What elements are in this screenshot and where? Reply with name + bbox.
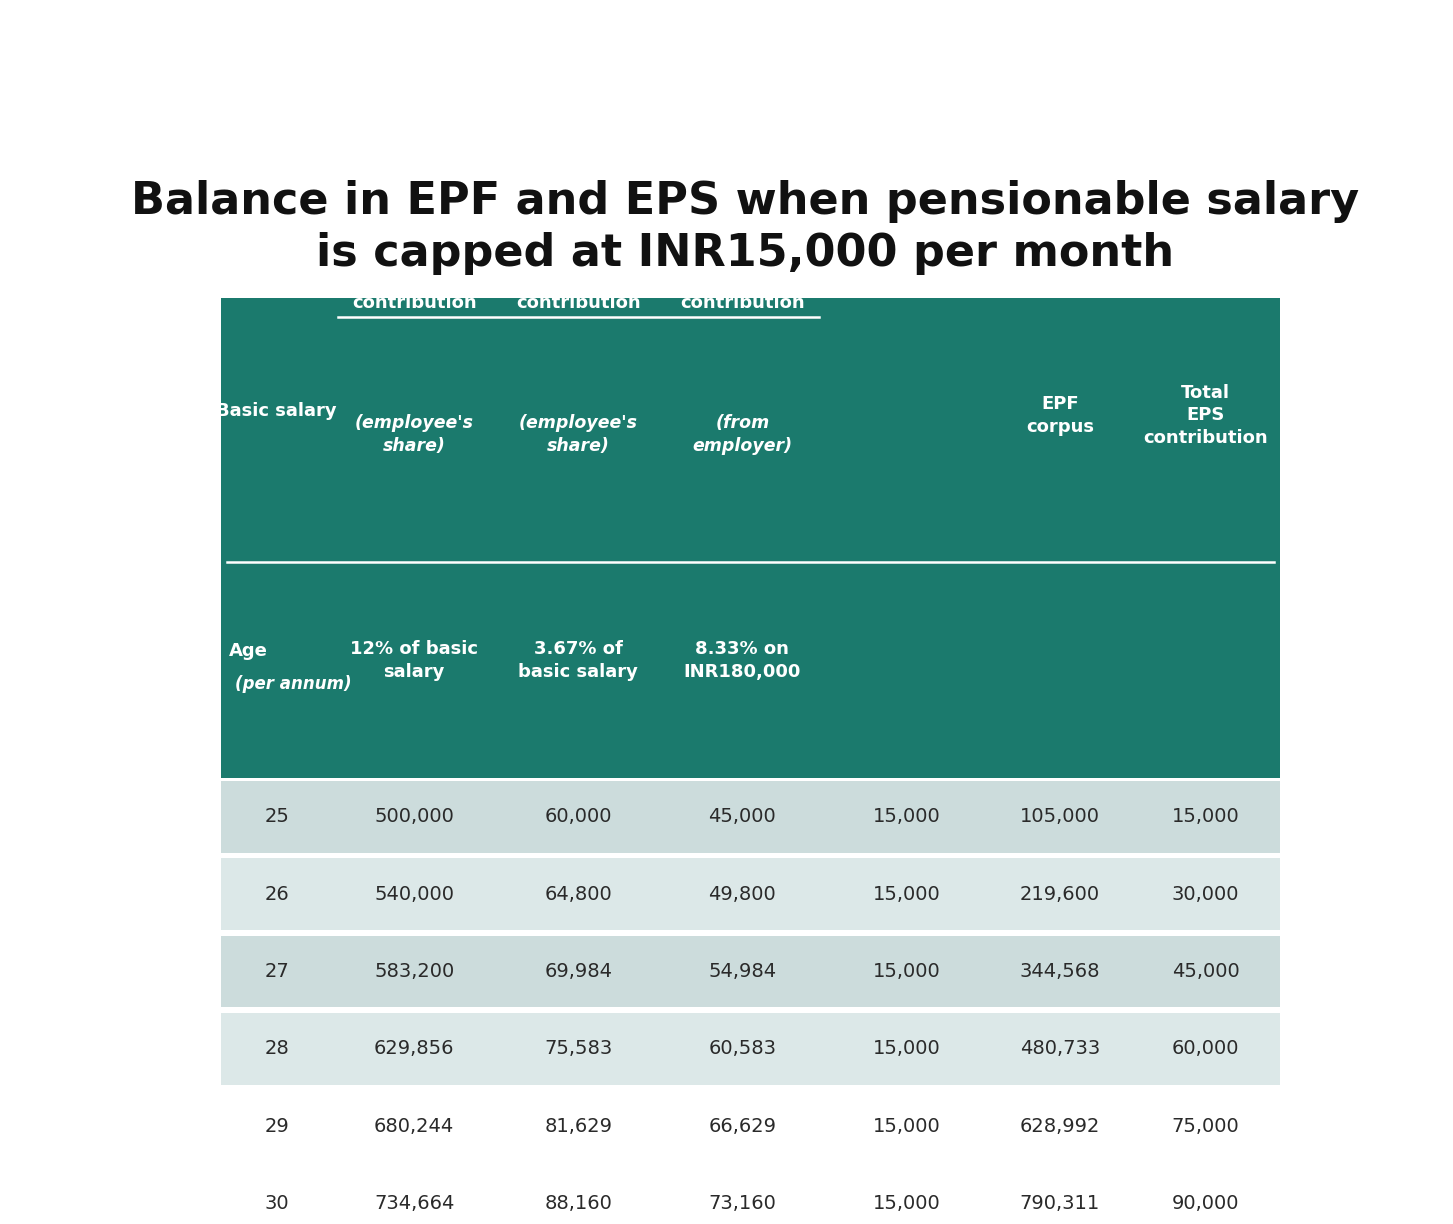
Text: 219,600: 219,600 [1020, 885, 1100, 903]
Text: 66,629: 66,629 [709, 1116, 776, 1136]
Text: EPF
corpus: EPF corpus [1026, 395, 1094, 436]
Text: 64,800: 64,800 [545, 885, 612, 903]
Text: 583,200: 583,200 [373, 962, 455, 982]
Text: 734,664: 734,664 [373, 1193, 455, 1213]
Text: EPF
contribution: EPF contribution [352, 271, 477, 312]
Text: 27: 27 [264, 962, 289, 982]
Text: (employee's
share): (employee's share) [355, 414, 474, 455]
Bar [221, 935, 1280, 1007]
Text: 500,000: 500,000 [375, 808, 455, 826]
Text: 45,000: 45,000 [1171, 962, 1239, 982]
Text: 26: 26 [264, 885, 289, 903]
Text: 75,583: 75,583 [545, 1039, 612, 1059]
Bar [221, 1091, 1280, 1162]
Text: 680,244: 680,244 [373, 1116, 455, 1136]
Text: 60,000: 60,000 [545, 808, 612, 826]
Text: Balance in EPF and EPS when pensionable salary: Balance in EPF and EPS when pensionable … [131, 180, 1359, 223]
Text: 69,984: 69,984 [545, 962, 612, 982]
Text: 88,160: 88,160 [545, 1193, 612, 1213]
Text: 30,000: 30,000 [1171, 885, 1239, 903]
Text: 540,000: 540,000 [375, 885, 455, 903]
Bar [221, 1168, 1280, 1224]
Text: 3.67% of
basic salary: 3.67% of basic salary [519, 640, 638, 681]
Text: 15,000: 15,000 [1171, 808, 1239, 826]
Text: 15,000: 15,000 [873, 1193, 940, 1213]
Text: 81,629: 81,629 [545, 1116, 612, 1136]
Text: 54,984: 54,984 [708, 962, 776, 982]
Text: 628,992: 628,992 [1020, 1116, 1100, 1136]
Text: 15,000: 15,000 [873, 885, 940, 903]
Text: 8.33% on
INR180,000: 8.33% on INR180,000 [684, 640, 801, 681]
Text: EPF
contribution: EPF contribution [516, 271, 641, 312]
Bar [221, 297, 1280, 778]
Text: 629,856: 629,856 [373, 1039, 455, 1059]
Bar [221, 858, 1280, 930]
Text: Total
EPS
contribution: Total EPS contribution [1144, 383, 1268, 448]
Text: 344,568: 344,568 [1020, 962, 1100, 982]
Text: 790,311: 790,311 [1020, 1193, 1100, 1213]
Text: (per annum): (per annum) [235, 676, 352, 693]
Text: 60,583: 60,583 [709, 1039, 776, 1059]
Text: 30: 30 [264, 1193, 289, 1213]
Text: 15,000: 15,000 [873, 808, 940, 826]
Text: 15,000: 15,000 [873, 1116, 940, 1136]
Text: 12% of basic
salary: 12% of basic salary [350, 640, 478, 681]
Text: EPS
contribution: EPS contribution [680, 271, 805, 312]
Text: 29: 29 [264, 1116, 289, 1136]
Text: 15,000: 15,000 [873, 1039, 940, 1059]
Text: 28: 28 [264, 1039, 289, 1059]
Text: 25: 25 [264, 808, 289, 826]
Text: 45,000: 45,000 [709, 808, 776, 826]
Text: 75,000: 75,000 [1171, 1116, 1239, 1136]
Bar [221, 1013, 1280, 1084]
Text: 49,800: 49,800 [709, 885, 776, 903]
Text: (from
employer): (from employer) [692, 414, 792, 455]
Text: 480,733: 480,733 [1020, 1039, 1100, 1059]
Text: Age: Age [230, 643, 267, 660]
Text: 73,160: 73,160 [709, 1193, 776, 1213]
Text: Basic salary: Basic salary [216, 401, 337, 420]
Text: is capped at INR15,000 per month: is capped at INR15,000 per month [315, 231, 1174, 274]
Text: 60,000: 60,000 [1171, 1039, 1239, 1059]
Text: 90,000: 90,000 [1171, 1193, 1239, 1213]
Text: (employee's
share): (employee's share) [519, 414, 638, 455]
Bar [221, 781, 1280, 853]
Text: 105,000: 105,000 [1020, 808, 1100, 826]
Text: 15,000: 15,000 [873, 962, 940, 982]
